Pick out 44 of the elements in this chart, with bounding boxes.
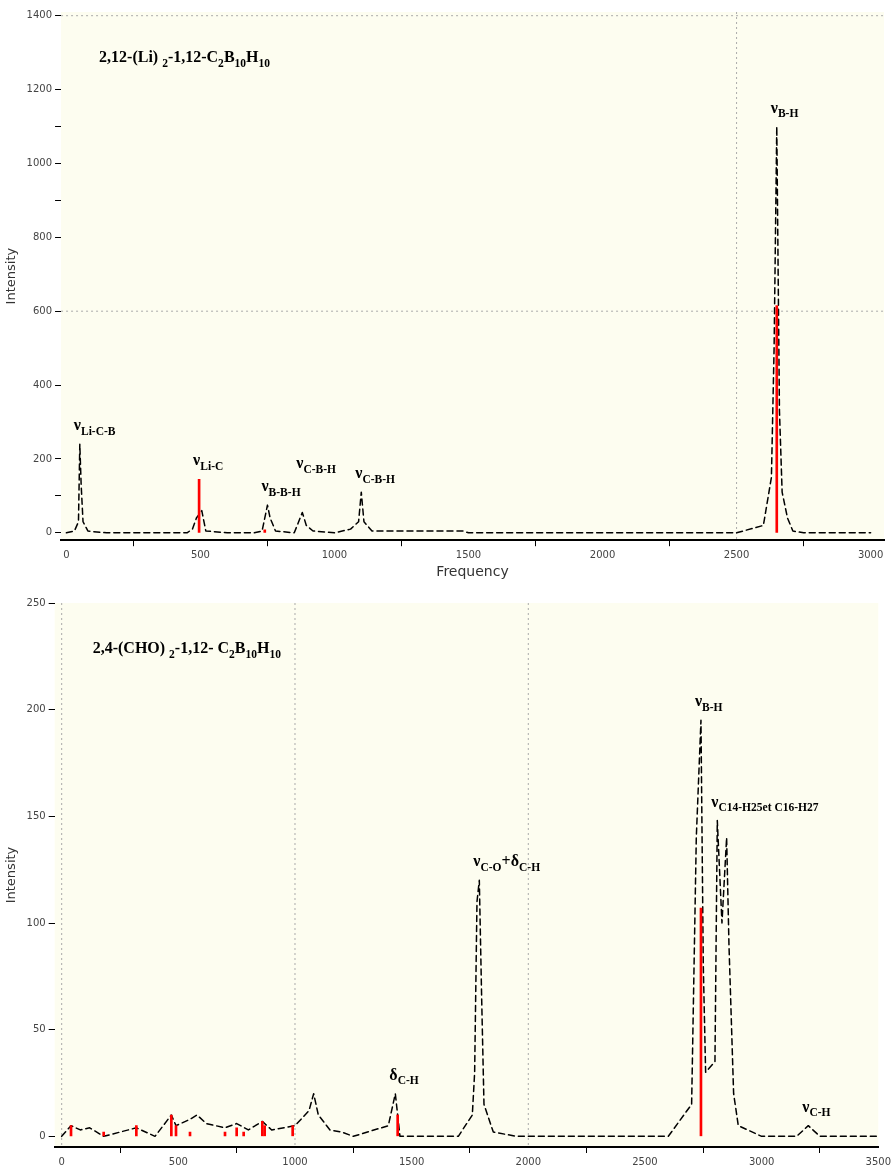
x-tick-label: 2000 [515,1155,542,1167]
y-tick-label: 200 [26,703,46,715]
y-tick-label: 0 [39,1129,46,1141]
x-axis-title: Frequency [436,563,509,580]
y-tick-label: 1000 [26,157,53,169]
y-tick-label: 800 [32,230,53,242]
x-tick-label: 3000 [748,1155,775,1167]
x-tick-label: 2500 [723,548,750,560]
y-tick-label: 600 [32,304,53,316]
x-tick-label: 2000 [589,548,616,560]
bar [291,1125,294,1137]
y-tick-label: 150 [26,809,46,821]
x-tick-label: 0 [63,548,70,560]
bar [135,1125,138,1137]
x-tick-label: 1000 [321,548,348,560]
x-tick-label: 500 [190,548,210,560]
y-tick-label: 200 [32,452,53,464]
y-tick-label: 400 [32,378,53,390]
y-axis-title: Intensity [3,846,19,904]
line-series [60,719,879,1138]
x-tick-label: 1000 [282,1155,308,1167]
bar [170,1114,173,1137]
y-tick-label: 100 [26,916,46,928]
x-tick-label: 2500 [632,1155,658,1167]
y-axis-title: Intensity [3,247,19,305]
bar [242,1131,245,1137]
x-tick-label: 3500 [865,1155,891,1167]
bar [263,529,267,533]
y-tick-label: 1400 [26,9,53,21]
x-tick-label: 0 [58,1155,65,1167]
bar [396,1114,399,1137]
y-tick-label: 0 [45,526,53,538]
y-tick-label: 250 [26,596,46,608]
x-tick-label: 1500 [398,1155,425,1167]
x-tick-label: 3000 [857,548,884,560]
x-tick-label: 1500 [455,548,482,560]
x-tick-label: 500 [168,1155,188,1167]
line-series [65,125,872,534]
bar [775,305,779,533]
bar [235,1127,238,1137]
bar [263,1125,266,1137]
bar [102,1131,106,1137]
y-tick-label: 50 [32,1023,46,1035]
y-tick-label: 1200 [26,83,53,95]
